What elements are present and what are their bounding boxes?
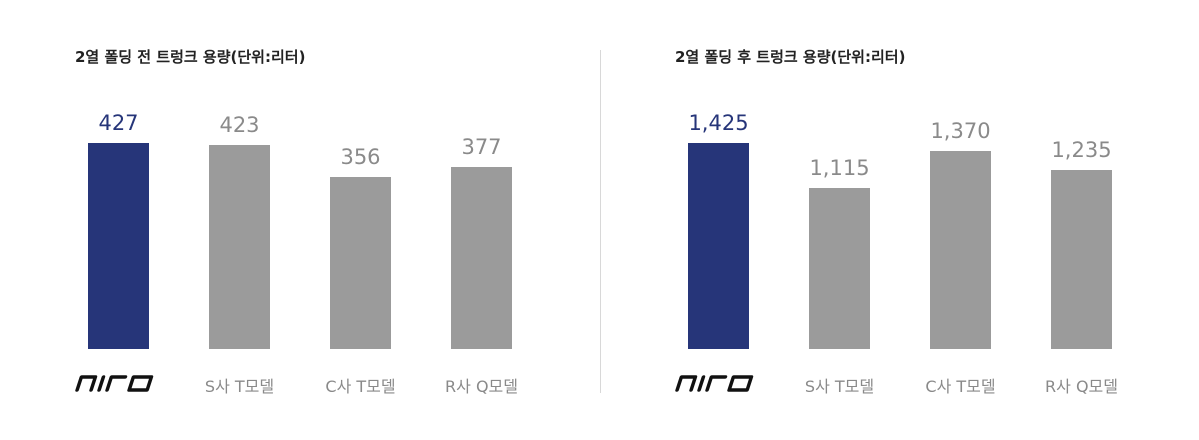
bar-1 — [809, 187, 870, 349]
chart-title: 2열 폴딩 후 트렁크 용량(단위:리터) — [675, 48, 906, 66]
panel-divider — [600, 50, 601, 393]
chart-before-folding: 2열 폴딩 전 트렁크 용량(단위:리터) 427 423 S사 T모델 356 C사 … — [75, 0, 595, 440]
data-label: 356 — [340, 145, 381, 170]
bar-0 — [88, 143, 149, 349]
bar-3 — [451, 167, 512, 349]
data-label: 1,115 — [809, 155, 870, 180]
data-label: 423 — [219, 112, 260, 137]
data-label: 427 — [98, 111, 139, 135]
data-label: 377 — [461, 135, 502, 160]
niro-logo-icon — [75, 375, 154, 392]
tick-label: R사 Q모델 — [445, 377, 518, 396]
bar-0 — [688, 143, 749, 349]
tick-label: C사 T모델 — [925, 377, 996, 396]
niro-logo-icon — [675, 375, 754, 392]
data-label: 1,370 — [930, 118, 991, 143]
data-label: 1,235 — [1051, 138, 1112, 163]
chart-after-folding: 2열 폴딩 후 트렁크 용량(단위:리터) 1,425 1,115 S사 T모델 1,… — [675, 0, 1195, 440]
bar-2 — [330, 177, 391, 349]
tick-label: C사 T모델 — [325, 377, 396, 396]
chart-title: 2열 폴딩 전 트렁크 용량(단위:리터) — [75, 48, 306, 66]
bar-3 — [1051, 170, 1112, 349]
bar-1 — [209, 144, 270, 349]
tick-label: S사 T모델 — [804, 377, 875, 396]
bar-2 — [930, 150, 991, 349]
data-label: 1,425 — [688, 111, 749, 135]
tick-label: S사 T모델 — [204, 377, 275, 396]
tick-label: R사 Q모델 — [1045, 377, 1118, 396]
